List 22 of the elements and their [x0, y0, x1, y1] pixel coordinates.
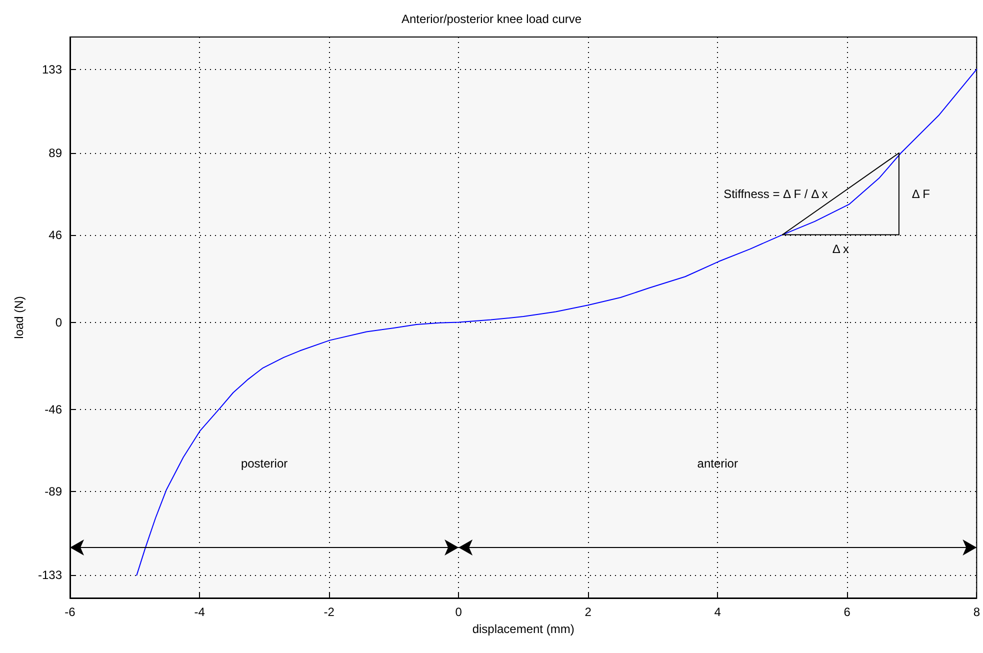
y-tick-label: 89: [48, 146, 62, 160]
y-tick-label: -133: [38, 568, 62, 582]
x-axis-title: displacement (mm): [472, 622, 574, 636]
y-tick-label: -46: [44, 402, 62, 417]
y-tick-label: -89: [44, 484, 62, 499]
annotation: Δ F: [912, 186, 930, 201]
annotation: Stiffness = Δ F / Δ x: [724, 186, 828, 201]
band-label: anterior: [697, 456, 738, 470]
chart-title: Anterior/posterior knee load curve: [401, 12, 582, 26]
x-tick-label: 0: [455, 605, 462, 619]
x-tick-label: 2: [584, 605, 592, 619]
y-tick-label: 133: [42, 62, 62, 76]
x-tick-label: 6: [844, 605, 851, 619]
x-tick-label: -4: [194, 605, 206, 619]
x-tick-label: 8: [973, 605, 980, 619]
x-tick-label: 4: [714, 605, 722, 619]
y-tick-label: 0: [55, 315, 62, 330]
band-label: posterior: [240, 456, 288, 470]
y-tick-label: 46: [48, 228, 62, 242]
y-axis-title: load (N): [12, 296, 26, 339]
x-tick-label: -2: [324, 605, 335, 619]
x-tick-label: -6: [64, 605, 76, 619]
